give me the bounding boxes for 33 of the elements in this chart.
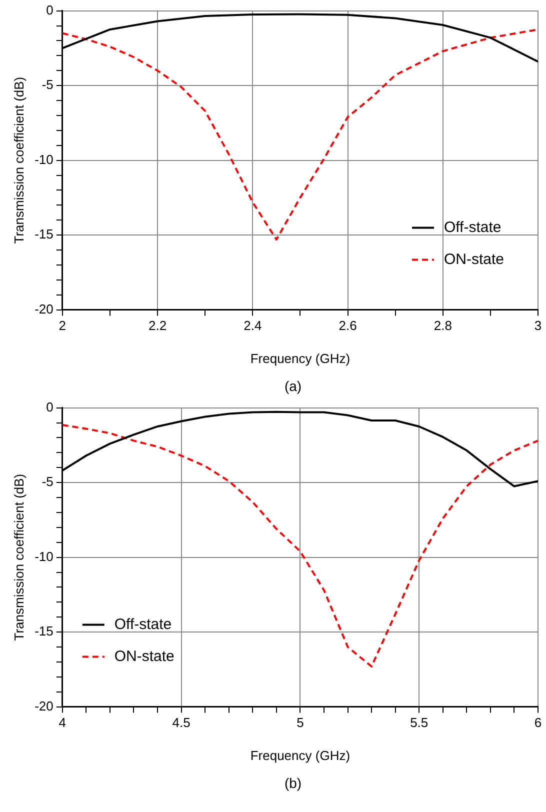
y-tick-label: -20 xyxy=(34,301,54,316)
x-tick-label: 2.2 xyxy=(148,318,167,334)
x-tick-label: 6 xyxy=(534,715,542,730)
legend-label: Off-state xyxy=(114,616,172,633)
x-tick-label: 5 xyxy=(296,715,304,730)
x-axis-title: Frequency (GHz) xyxy=(250,350,350,366)
x-tick-label: 2.6 xyxy=(338,318,357,334)
x-axis-title: Frequency (GHz) xyxy=(250,748,350,763)
y-tick-label: -10 xyxy=(34,548,54,564)
x-tick-label: 2.8 xyxy=(434,318,452,334)
legend-label: ON-state xyxy=(444,250,504,268)
x-tick-label: 2 xyxy=(58,318,66,334)
line-series xyxy=(62,424,538,668)
y-tick-label: -15 xyxy=(34,624,54,639)
y-tick-label: -5 xyxy=(42,474,54,490)
y-tick-label: -15 xyxy=(34,226,54,242)
x-tick-label: 3 xyxy=(534,318,542,334)
text: (b) xyxy=(283,774,303,793)
y-axis-title: Transmission coefficient (dB) xyxy=(11,474,26,641)
x-tick-label: 4 xyxy=(58,715,66,730)
legend-label: Off-state xyxy=(444,218,502,236)
y-tick-label: -20 xyxy=(34,698,54,714)
x-tick-label: 5.5 xyxy=(410,715,428,730)
text: (a) xyxy=(283,377,303,396)
x-tick-label: 4.5 xyxy=(172,715,190,730)
legend-label: ON-state xyxy=(114,648,174,665)
y-tick-label: 0 xyxy=(46,399,54,414)
y-tick-label: -10 xyxy=(34,152,54,167)
y-tick-label: 0 xyxy=(46,2,54,18)
y-axis-title: Transmission coefficient (dB) xyxy=(11,76,26,244)
y-tick-label: -5 xyxy=(42,77,54,92)
x-tick-label: 2.4 xyxy=(244,318,262,334)
line-series xyxy=(62,28,538,241)
